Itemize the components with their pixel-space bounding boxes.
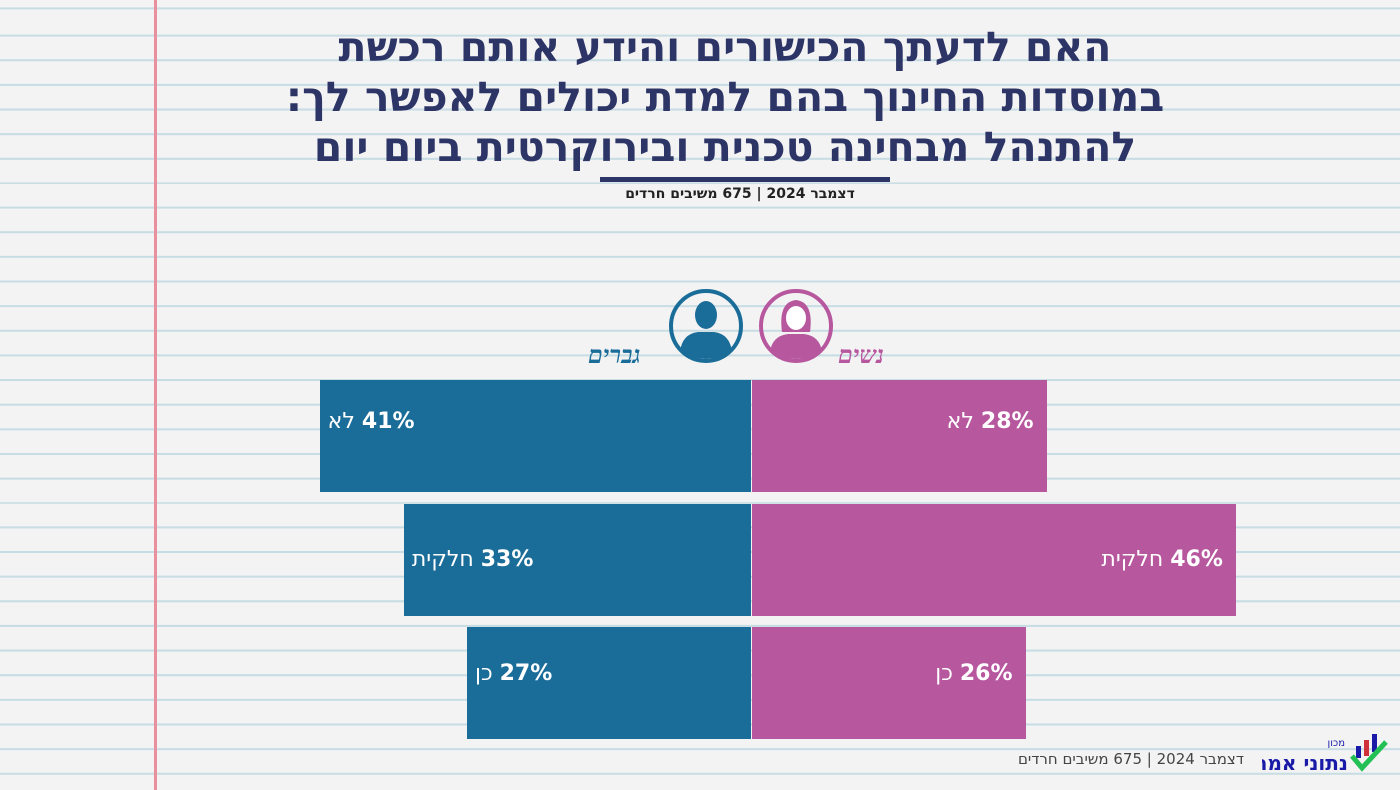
data-label: 26% כן <box>935 661 1013 686</box>
bar-women-1 <box>752 504 1236 616</box>
title-line-2: במוסדות החינוך בהם למדת יכולים לאפשר לך: <box>285 73 1165 121</box>
title-underline <box>600 177 890 182</box>
data-label: 41% לא <box>327 409 415 434</box>
bar-men-0 <box>319 380 751 492</box>
legend-women: נשים <box>838 340 885 369</box>
man-icon <box>669 289 743 363</box>
bar-women-2 <box>752 627 1026 739</box>
title-line-1: האם לדעתך הכישורים והידע אותם רכשת <box>338 23 1112 71</box>
bar-women-0 <box>752 380 1047 492</box>
data-label: 33% חלקית <box>411 547 534 572</box>
data-label: 27% כן <box>474 661 553 686</box>
notebook-margin-line <box>154 0 157 790</box>
logo: מכון נתוני אמת <box>1262 734 1388 775</box>
bar-men-1 <box>403 504 751 616</box>
data-label: 46% חלקית <box>1101 547 1223 572</box>
svg-text:נתוני אמת: נתוני אמת <box>1262 751 1348 775</box>
woman-icon <box>759 289 833 363</box>
bar-men-2 <box>466 627 751 739</box>
title-line-3: להתנהל מבחינה טכנית ובירוקרטית ביום יום <box>313 123 1137 171</box>
chart-subtitle: דצמבר 2024 | 675 משיבים חרדים <box>625 186 855 202</box>
legend-men: גברים <box>588 340 641 369</box>
svg-text:מכון: מכון <box>1327 738 1345 749</box>
footer-source: דצמבר 2024 | 675 משיבים חרדים <box>1017 750 1244 768</box>
data-label: 28% לא <box>946 409 1034 434</box>
chart-title: האם לדעתך הכישורים והידע אותם רכשת במוסד… <box>150 22 1300 172</box>
